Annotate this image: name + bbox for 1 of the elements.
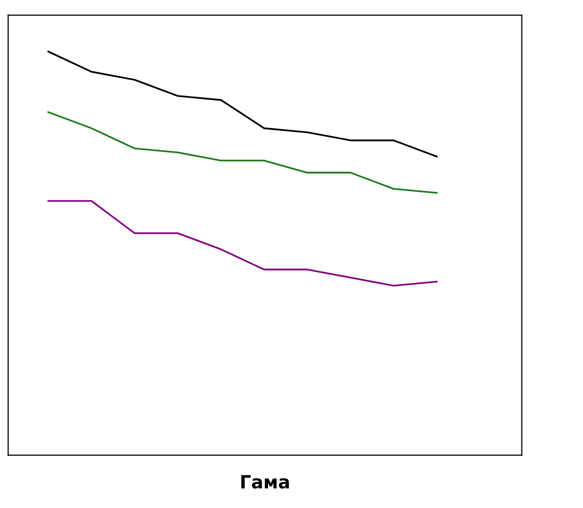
x-axis-title: Гама (241, 475, 289, 489)
